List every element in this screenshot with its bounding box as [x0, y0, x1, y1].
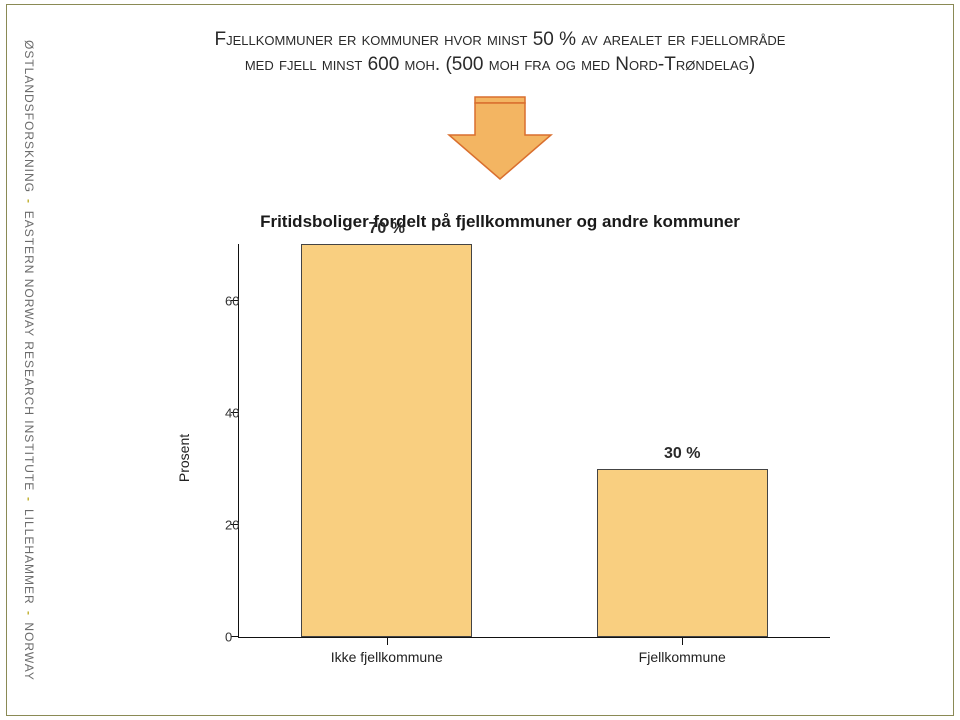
bar-chart: Prosent 020406070 %Ikke fjellkommune30 %… [160, 238, 840, 678]
y-tick-label: 60 [225, 293, 239, 308]
y-tick-label: 20 [225, 518, 239, 533]
sidebar-part: EASTERN NORWAY RESEARCH INSTITUTE [22, 210, 36, 491]
chart-title: Fritidsboliger fordelt på fjellkommuner … [60, 212, 940, 232]
down-arrow [60, 95, 940, 186]
bar-value-label: 30 % [597, 445, 768, 463]
sidebar-part: LILLEHAMMER [22, 509, 36, 605]
heading-line2: med fjell minst 600 moh. (500 moh fra og… [245, 54, 755, 75]
y-axis-label: Prosent [176, 434, 192, 482]
y-tick-label: 0 [225, 630, 239, 645]
plot-area: 020406070 %Ikke fjellkommune30 %Fjellkom… [238, 244, 830, 638]
x-tick-label: Fjellkommune [639, 637, 726, 665]
sidebar-vertical-label: ØSTLANDSFORSKNING - EASTERN NORWAY RESEA… [16, 10, 42, 710]
x-tick-label: Ikke fjellkommune [331, 637, 443, 665]
sidebar-part: ØSTLANDSFORSKNING [22, 40, 36, 193]
bar-value-label: 70 % [301, 220, 472, 238]
sidebar-sep: - [22, 197, 36, 206]
sidebar-sep: - [22, 495, 36, 504]
down-arrow-icon [445, 95, 555, 181]
bar [597, 469, 768, 637]
y-tick-label: 40 [225, 405, 239, 420]
sidebar-sep: - [22, 609, 36, 618]
slide-content: Fjellkommuner er kommuner hvor minst 50 … [60, 20, 940, 700]
slide-heading: Fjellkommuner er kommuner hvor minst 50 … [60, 28, 940, 77]
sidebar-text: ØSTLANDSFORSKNING - EASTERN NORWAY RESEA… [22, 40, 36, 681]
bar [301, 244, 472, 637]
sidebar-part: NORWAY [22, 622, 36, 680]
heading-line1: Fjellkommuner er kommuner hvor minst 50 … [215, 29, 786, 50]
